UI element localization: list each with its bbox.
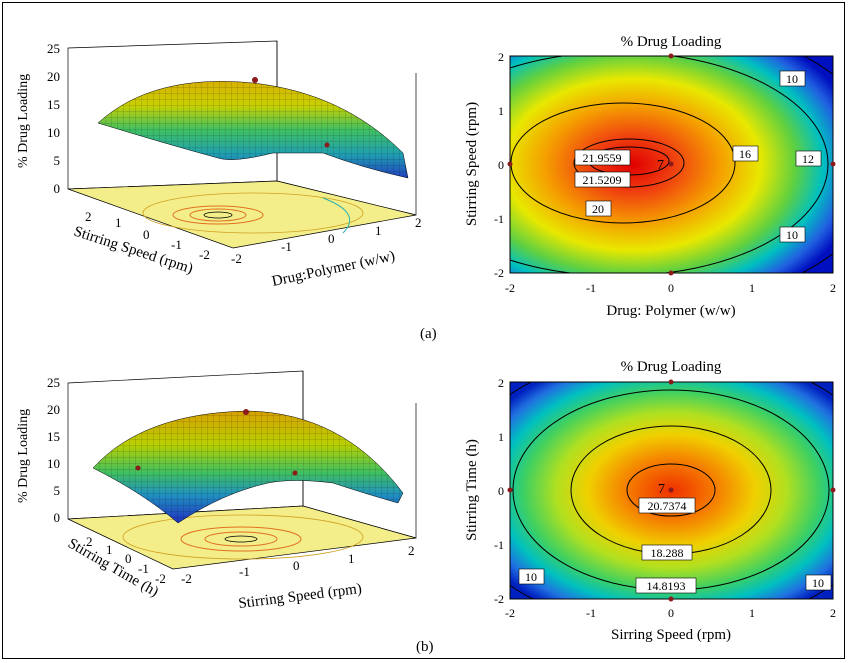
y-axis-ticks-contour-a: 2 1 0 -1 -2 <box>494 50 504 280</box>
svg-text:-2: -2 <box>505 281 515 295</box>
contour-label: 20 <box>592 202 604 216</box>
y-axis-ticks-b: 2 1 0 -1 -2 <box>86 534 166 586</box>
contour-plot-b: % Drug Loading 7 20.7374 18.288 14.8193 … <box>464 359 836 643</box>
z-axis-ticks-b: 25 20 15 10 5 0 <box>47 375 60 525</box>
x-axis-label-b: Stirring Speed (rpm) <box>238 581 363 612</box>
x-axis-ticks-contour-a: -2 -1 0 1 2 <box>505 281 836 295</box>
svg-text:2: 2 <box>830 606 836 620</box>
contour-title-a: % Drug Loading <box>621 34 722 50</box>
svg-text:-2: -2 <box>155 571 166 586</box>
x-axis-ticks-b: -2 -1 0 1 2 <box>181 543 415 586</box>
svg-text:15: 15 <box>47 97 60 112</box>
svg-text:-1: -1 <box>586 606 596 620</box>
svg-text:2: 2 <box>85 209 92 224</box>
svg-text:-1: -1 <box>138 561 149 576</box>
y-axis-ticks-contour-b: 2 1 0 -1 -2 <box>494 376 504 606</box>
svg-text:-2: -2 <box>181 571 192 586</box>
x-axis-ticks-a: -2 -1 0 1 2 <box>231 215 422 266</box>
y-axis-ticks-a: 2 1 0 -1 -2 <box>85 209 210 262</box>
svg-text:25: 25 <box>47 375 60 390</box>
z-axis-ticks-a: 25 20 15 10 5 0 <box>47 41 60 196</box>
contour-label: 10 <box>525 570 537 584</box>
contour-label: 21.9559 <box>583 151 622 165</box>
svg-text:1: 1 <box>749 606 755 620</box>
svg-text:2: 2 <box>415 215 422 230</box>
svg-text:2: 2 <box>408 543 415 558</box>
svg-text:0: 0 <box>293 558 300 573</box>
svg-text:-1: -1 <box>494 212 504 226</box>
svg-text:10: 10 <box>47 125 60 140</box>
surface-floor-a <box>67 180 417 249</box>
svg-text:0: 0 <box>668 606 674 620</box>
x-axis-label-contour-a: Drug: Polymer (w/w) <box>606 303 735 319</box>
svg-text:2: 2 <box>498 50 504 64</box>
contour-label: 10 <box>786 228 798 242</box>
svg-text:2: 2 <box>830 281 836 295</box>
svg-text:1: 1 <box>375 223 382 238</box>
caption-b: (b) <box>416 639 434 655</box>
svg-text:1: 1 <box>498 104 504 118</box>
svg-text:0: 0 <box>54 181 61 196</box>
svg-text:-2: -2 <box>199 247 210 262</box>
z-axis-label-a: % Drug Loading <box>16 74 31 168</box>
svg-text:1: 1 <box>749 281 755 295</box>
contour-title-b: % Drug Loading <box>621 359 722 375</box>
svg-text:-2: -2 <box>231 251 242 266</box>
contour-label: 14.8193 <box>647 579 686 593</box>
svg-text:-1: -1 <box>239 564 250 579</box>
contour-label: 18.288 <box>651 546 684 560</box>
contour-label: 20.7374 <box>648 499 687 513</box>
x-axis-label-contour-b: Sirring Speed (rpm) <box>611 627 731 643</box>
x-axis-label-a: Drug:Polymer (w/w) <box>271 248 397 290</box>
x-axis-ticks-contour-b: -2 -1 0 1 2 <box>505 606 836 620</box>
contour-label: 21.5209 <box>583 173 622 187</box>
svg-text:20: 20 <box>47 402 60 417</box>
y-axis-label-contour-a: Stirring Speed (rpm) <box>464 102 480 226</box>
svg-text:-2: -2 <box>505 606 515 620</box>
svg-text:2: 2 <box>86 534 93 549</box>
svg-text:1: 1 <box>106 542 113 557</box>
svg-text:2: 2 <box>498 376 504 390</box>
svg-text:0: 0 <box>498 484 504 498</box>
surface-plot-b: 25 20 15 10 5 0 % Drug Loading 2 1 0 -1 … <box>16 370 417 612</box>
svg-text:5: 5 <box>54 483 61 498</box>
svg-text:0: 0 <box>143 227 150 242</box>
svg-text:-2: -2 <box>494 266 504 280</box>
svg-text:0: 0 <box>668 281 674 295</box>
contour-label: 16 <box>739 147 751 161</box>
svg-text:-1: -1 <box>281 239 292 254</box>
surface-plot-a: 25 20 15 10 5 0 % Drug Loading 2 1 0 -1 … <box>16 40 422 290</box>
svg-text:-1: -1 <box>586 281 596 295</box>
contour-label: 10 <box>812 576 824 590</box>
svg-text:0: 0 <box>54 510 61 525</box>
contour-label: 12 <box>802 152 814 166</box>
svg-text:0: 0 <box>498 158 504 172</box>
contour-label: 10 <box>786 72 798 86</box>
center-point-label-b: 7 <box>658 482 665 497</box>
y-axis-label-contour-b: Stirring Time (h) <box>464 439 480 541</box>
caption-a: (a) <box>420 326 437 342</box>
svg-text:-1: -1 <box>494 538 504 552</box>
svg-text:-1: -1 <box>171 237 182 252</box>
svg-text:25: 25 <box>47 41 60 56</box>
z-axis-label-b: % Drug Loading <box>16 409 31 503</box>
svg-text:10: 10 <box>47 456 60 471</box>
svg-text:15: 15 <box>47 429 60 444</box>
svg-text:1: 1 <box>498 430 504 444</box>
svg-text:0: 0 <box>125 551 132 566</box>
svg-text:1: 1 <box>348 551 355 566</box>
svg-text:-2: -2 <box>494 592 504 606</box>
center-point-label-a: 7 <box>657 158 664 173</box>
svg-text:5: 5 <box>54 153 61 168</box>
svg-text:1: 1 <box>115 215 122 230</box>
svg-text:0: 0 <box>328 231 335 246</box>
svg-text:20: 20 <box>47 69 60 84</box>
contour-plot-a: % Drug Loading 7 21.9559 21.5209 20 16 1… <box>464 34 836 319</box>
